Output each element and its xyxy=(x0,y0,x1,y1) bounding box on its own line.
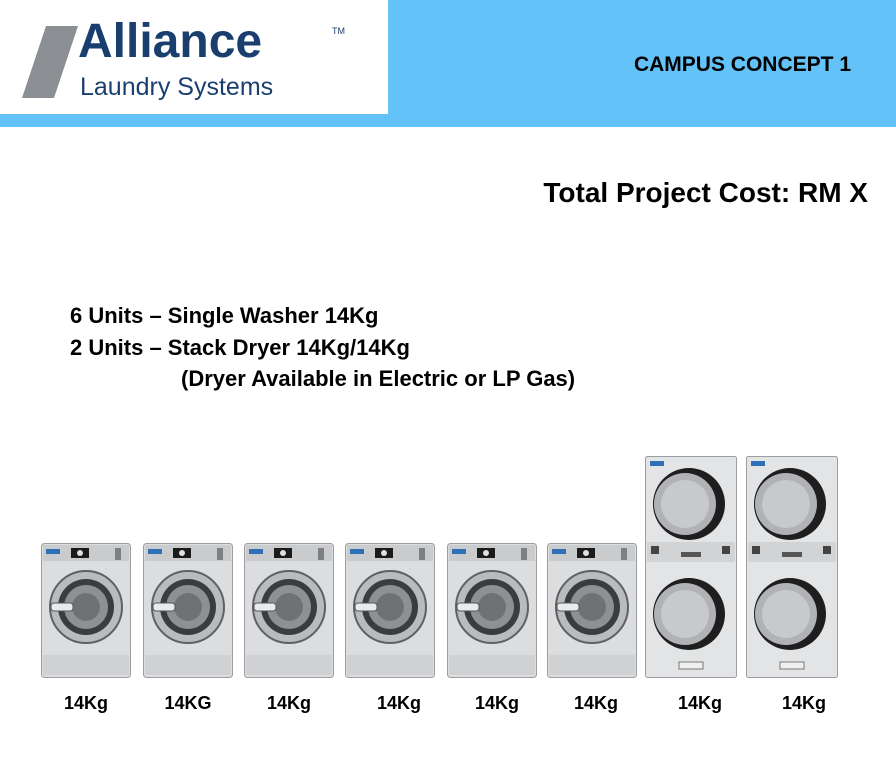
logo: Alliance TM Laundry Systems xyxy=(0,0,388,114)
washer-unit-3 xyxy=(244,543,334,683)
washer-label-3: 14Kg xyxy=(266,693,311,713)
washer-unit-2 xyxy=(143,543,233,683)
washer-unit-6 xyxy=(547,543,637,683)
washer-label-4: 14Kg xyxy=(376,693,421,713)
stack-dryer-unit-2 xyxy=(746,456,838,683)
stack-dryer-label-1: 14Kg xyxy=(677,693,722,713)
washer-label-1: 14Kg xyxy=(63,693,108,713)
washer-label-5: 14Kg xyxy=(474,693,519,713)
concept-title: CAMPUS CONCEPT 1 xyxy=(633,53,851,76)
washer-label-2: 14KG xyxy=(164,693,212,713)
logo-trademark: TM xyxy=(332,26,345,36)
washer-unit-4 xyxy=(345,543,435,683)
logo-slash-icon xyxy=(22,26,78,98)
logo-subtitle: Laundry Systems xyxy=(80,73,274,101)
stack-dryer-unit-1 xyxy=(645,456,737,683)
spec-line-washers: 6 Units – Single Washer 14Kg xyxy=(70,303,379,328)
logo-brand: Alliance xyxy=(78,15,263,68)
washer-unit-1 xyxy=(41,543,131,683)
stack-dryer-label-2: 14Kg xyxy=(781,693,826,713)
spec-line-dryers: 2 Units – Stack Dryer 14Kg/14Kg xyxy=(70,335,410,360)
total-project-cost: Total Project Cost: RM X xyxy=(543,177,868,208)
spec-line-dryer-fuel: (Dryer Available in Electric or LP Gas) xyxy=(181,366,576,391)
washer-unit-5 xyxy=(447,543,537,683)
washer-label-6: 14Kg xyxy=(573,693,618,713)
